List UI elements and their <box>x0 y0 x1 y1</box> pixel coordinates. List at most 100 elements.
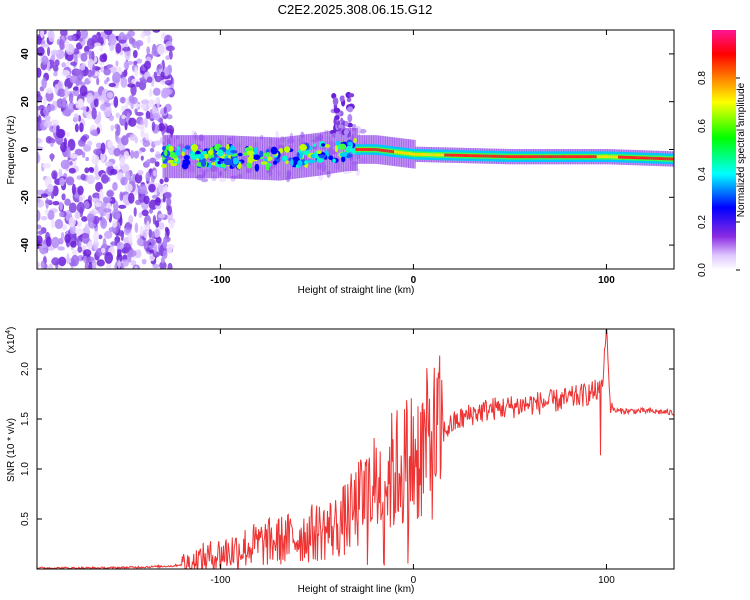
spectrogram-y-label: Frequency (Hz) <box>6 116 17 185</box>
colorbar-tick-label: 0.8 <box>697 71 708 85</box>
spectrogram-ridge-core <box>453 153 457 157</box>
spectrogram-ridge-core <box>399 151 403 155</box>
spectrogram-noise-blob <box>86 92 94 104</box>
spectrogram-signal-blob <box>297 159 303 167</box>
spectrogram-noise-blob <box>109 168 118 175</box>
spectrogram-ridge-core <box>419 152 422 156</box>
spectrogram-ridge-core <box>378 148 381 152</box>
snr-y-label: SNR (10 * v/v) <box>6 418 17 482</box>
spectrogram-band <box>181 135 185 179</box>
spectrogram-noise-blob <box>61 69 71 77</box>
spectrogram-noise-blob <box>166 197 172 207</box>
spectrogram-noise-blob <box>87 71 93 78</box>
spectrogram-noise-blob <box>66 253 70 265</box>
spectrogram-band <box>238 135 243 179</box>
spectrogram-noise-blob <box>40 30 45 39</box>
spectrogram-noise-blob <box>113 147 121 157</box>
spectrogram-scatter-blob <box>359 128 367 134</box>
spectrogram-noise-blob <box>41 77 47 89</box>
spectrogram-noise-blob <box>128 192 135 204</box>
spectrogram-signal-blob <box>346 146 353 153</box>
spectrogram-noise-blob <box>118 39 127 44</box>
spectrogram-ridge-core <box>567 155 571 159</box>
spectrogram-ridge-core <box>645 156 648 160</box>
spectrogram-plume-blob <box>348 93 355 98</box>
spectrogram-noise-blob <box>160 256 166 264</box>
spectrogram-ridge-core <box>556 155 559 159</box>
spectrogram-ridge-core <box>664 157 667 161</box>
spectrogram-ridge-core <box>482 154 486 158</box>
spectrogram-signal-blob <box>312 143 317 147</box>
spectrogram-ridge-core <box>496 154 499 158</box>
spectrogram-noise-blob <box>51 257 60 266</box>
spectrogram-noise-blob <box>37 261 40 269</box>
spectrogram-noise-blob <box>126 112 131 119</box>
spectrogram-plume-blob <box>344 120 349 127</box>
spectrogram-signal-blob <box>347 141 353 146</box>
spectrogram-noise-blob <box>148 88 153 97</box>
spectrogram-noise-blob <box>37 195 41 204</box>
spectrogram-panel: -100 0 100 -40 -20 0 20 40 Height of straight l… <box>6 29 675 296</box>
spectrogram-noise-blob <box>167 262 173 269</box>
spectrogram-ridge-core <box>538 155 542 159</box>
spectrogram-ridge-core <box>500 154 503 158</box>
spectrogram-noise-blob <box>80 52 88 62</box>
spectrogram-ridge-core <box>473 154 476 158</box>
spectrogram-noise-blob <box>160 71 165 78</box>
spectrogram-noise-blob <box>81 216 88 222</box>
spectrogram-noise-blob <box>67 35 77 41</box>
spectrogram-noise-blob <box>40 215 48 221</box>
spectrogram-plume-blob <box>338 124 344 129</box>
spectrogram-noise-blob <box>71 183 76 196</box>
spectrogram-noise-blob <box>146 220 150 231</box>
spectrogram-ridge-core <box>575 155 578 159</box>
spectrogram-ridge-core <box>430 153 434 157</box>
spectrogram-ridge-core <box>452 153 455 157</box>
spectrogram-ridge-core <box>432 153 436 157</box>
spectrogram-noise-blob <box>84 223 90 236</box>
snr-x-tick-label: -100 <box>210 575 230 586</box>
spectrogram-noise-blob <box>68 92 74 104</box>
spectrogram-noise-blob <box>168 50 173 60</box>
spectrogram-noise-blob <box>100 142 106 155</box>
spectrogram-noise-blob <box>87 241 93 250</box>
spectrogram-noise-blob <box>140 155 144 161</box>
spectrogram-ridge-core <box>428 153 432 157</box>
spectrogram-noise-blob <box>109 44 114 52</box>
spectrogram-ridge-core <box>396 150 399 154</box>
spectrogram-noise-blob <box>101 217 106 226</box>
spectrogram-noise-blob <box>42 163 51 169</box>
spectrogram-ridge-core <box>469 154 472 158</box>
spectrogram-signal-blob <box>171 151 177 159</box>
spectrogram-ridge-core <box>401 151 405 155</box>
spectrogram-ridge-core <box>509 155 513 159</box>
spectrogram-noise-blob <box>37 146 44 152</box>
spectrogram-ridge-core <box>465 154 468 158</box>
spectrogram-noise-blob <box>69 224 76 235</box>
spectrogram-band <box>333 129 338 173</box>
spectrogram-ridge-core <box>463 154 466 157</box>
spectrogram-ridge-core <box>606 155 609 159</box>
spectrogram-ridge-core <box>569 155 573 159</box>
spectrogram-ridge-core <box>424 153 428 157</box>
spectrogram-noise-blob <box>90 129 98 137</box>
spectrogram-ridge-core <box>519 155 522 159</box>
spectrogram-ridge-core <box>423 153 426 156</box>
spectrogram-ridge-core <box>646 156 650 160</box>
spectrogram-ridge-core <box>666 157 669 161</box>
spectrogram-noise-blob <box>64 198 71 206</box>
spectrogram-ridge-core <box>662 157 665 161</box>
spectrogram-ridge-core <box>565 155 569 159</box>
spectrogram-signal-blob <box>282 155 288 161</box>
spectrogram-noise-blob <box>165 243 173 254</box>
spectrogram-ridge-core <box>442 153 445 157</box>
snr-y-tick-label: 1.0 <box>20 462 31 476</box>
spectrogram-noise-blob <box>100 66 104 73</box>
spectrogram-noise-blob <box>50 119 60 127</box>
spectrogram-ridge-core <box>477 154 480 158</box>
spectrogram-noise-blob <box>164 226 169 233</box>
spectrogram-ridge-core <box>535 155 538 159</box>
spectrogram-noise-blob <box>62 109 72 117</box>
spectrogram-noise-blob <box>99 188 104 201</box>
